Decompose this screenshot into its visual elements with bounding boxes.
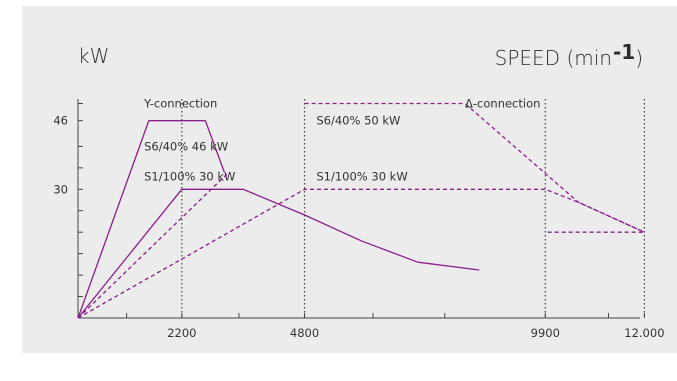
series-line-4 bbox=[304, 102, 646, 233]
series-line-3 bbox=[77, 188, 645, 319]
x-axis-unit-label: SPEED (min-1) bbox=[494, 40, 643, 70]
annotation-3: S1/100% 30 kW bbox=[144, 169, 235, 183]
y-tick-label-1: 30 bbox=[53, 182, 68, 196]
annotation-5: S1/100% 30 kW bbox=[316, 169, 407, 183]
series-layer bbox=[77, 102, 646, 319]
annotation-0: Y-connection bbox=[143, 97, 217, 111]
y-tick-label-0: 46 bbox=[53, 114, 68, 128]
chart-panel bbox=[22, 6, 677, 353]
x-axis-unit-exponent: -1 bbox=[612, 40, 636, 64]
vertical-guides bbox=[181, 99, 646, 318]
x-axis-unit-text: SPEED (min bbox=[494, 46, 612, 70]
series-line-1 bbox=[77, 188, 480, 319]
annotation-4: S6/40% 50 kW bbox=[316, 114, 400, 128]
x-tick-label-2: 9900 bbox=[531, 326, 560, 340]
axes: 46 30 2200 4800 9900 12.000 bbox=[53, 99, 665, 340]
y-axis-unit-label: kW bbox=[78, 44, 110, 68]
annotations: Y-connection Δ-connection S6/40% 46 kW S1/1… bbox=[143, 97, 540, 184]
annotation-1: Δ-connection bbox=[465, 97, 540, 111]
annotation-2: S6/40% 46 kW bbox=[144, 139, 228, 153]
series-line-0 bbox=[77, 120, 225, 319]
x-tick-label-3: 12.000 bbox=[624, 326, 664, 340]
x-tick-label-0: 2200 bbox=[167, 326, 196, 340]
x-tick-label-1: 4800 bbox=[290, 326, 319, 340]
